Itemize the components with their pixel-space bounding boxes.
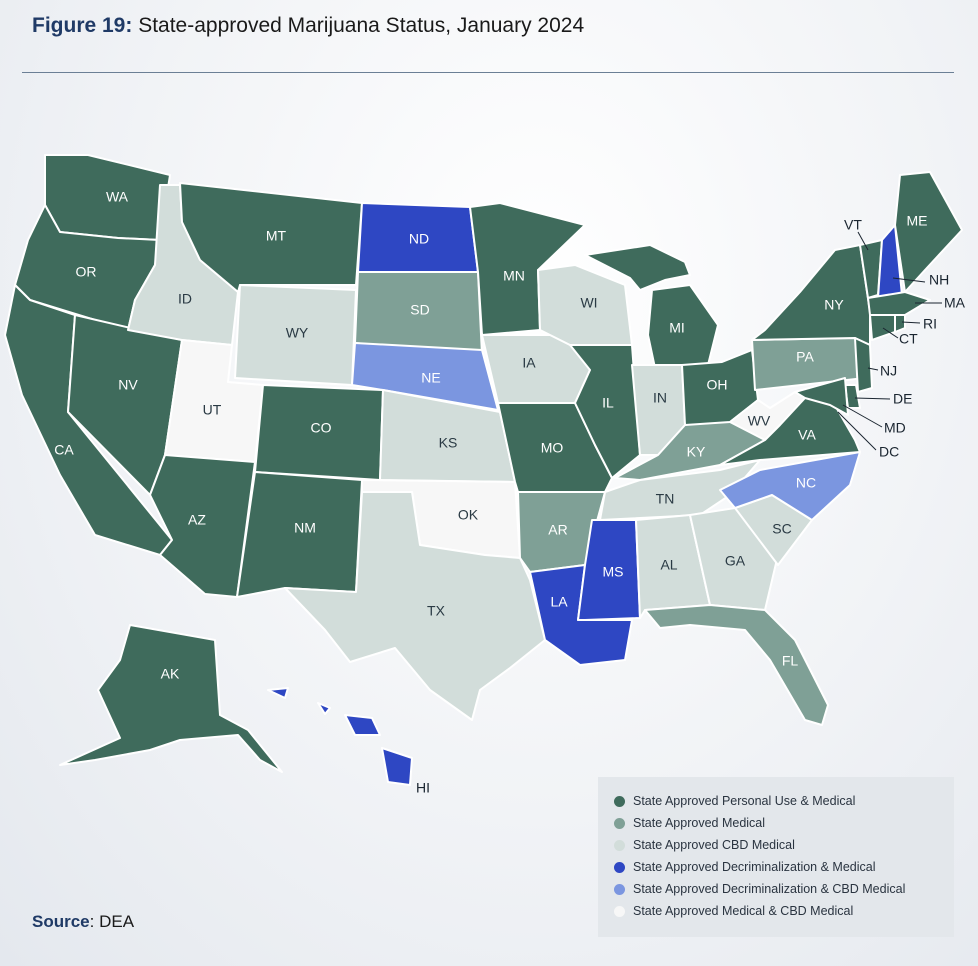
label-OH: OH [707,377,728,393]
label-ME: ME [907,213,928,229]
label-NC: NC [796,475,816,491]
source-label: Source [32,912,90,931]
source-value: : DEA [89,912,135,931]
label-WA: WA [106,189,129,205]
label-MD: MD [884,420,906,436]
leader-DE [854,397,891,400]
label-HI: HI [416,780,430,796]
label-DC: DC [879,444,899,460]
label-ID: ID [178,291,192,307]
legend-swatch [614,905,625,917]
label-DE: DE [893,391,912,407]
label-OR: OR [76,264,97,280]
state-IL [569,344,641,479]
legend-swatch [614,795,625,807]
legend-swatch [614,817,625,829]
legend-label: State Approved CBD Medical [633,838,795,852]
label-AL: AL [660,557,677,573]
label-IA: IA [522,355,536,371]
label-NE: NE [421,370,440,386]
legend-label: State Approved Medical & CBD Medical [633,904,854,918]
title-divider [22,72,954,73]
label-TX: TX [427,603,446,619]
label-NJ: NJ [880,363,897,379]
label-MT: MT [266,228,287,244]
label-LA: LA [550,594,568,610]
legend-item-personal-use-medical: State Approved Personal Use & Medical [614,794,855,808]
state-HI [267,687,413,786]
state-FL [644,604,829,726]
label-ND: ND [409,231,429,247]
legend-label: State Approved Medical [633,816,766,830]
label-CO: CO [311,420,332,436]
label-UT: UT [203,402,222,418]
label-MI: MI [669,320,685,336]
legend-swatch [614,883,625,895]
label-TN: TN [656,491,675,507]
legend-swatch [614,861,625,873]
legend-swatch [614,839,625,851]
state-TX [284,491,546,721]
label-AK: AK [161,666,180,682]
label-SC: SC [772,521,791,537]
label-KS: KS [439,435,458,451]
state-MD [794,377,849,416]
legend-item-medical: State Approved Medical [614,816,765,830]
label-AZ: AZ [188,512,206,528]
label-AR: AR [548,522,567,538]
legend: State Approved Personal Use & Medical St… [598,777,954,937]
leader-VT [857,231,869,251]
legend-item-decrim-cbd-medical: State Approved Decriminalization & CBD M… [614,882,905,896]
label-WI: WI [580,295,597,311]
legend-item-medical-cbd-medical: State Approved Medical & CBD Medical [614,904,853,918]
figure-label: Figure 19: [32,14,133,37]
state-CT [869,314,896,341]
source-note: Source: DEA [32,912,134,932]
label-PA: PA [796,349,814,365]
label-GA: GA [725,553,746,569]
legend-label: State Approved Personal Use & Medical [633,794,856,808]
label-NV: NV [118,377,138,393]
label-MS: MS [603,564,624,580]
label-VA: VA [798,427,816,443]
label-WV: WV [748,413,771,429]
state-NC [719,451,861,521]
label-CT: CT [899,331,918,347]
state-NY [751,244,871,346]
label-WY: WY [286,325,309,341]
label-NY: NY [824,297,844,313]
label-OK: OK [458,507,479,523]
figure-title: Figure 19: State-approved Marijuana Stat… [32,14,584,38]
state-RI [894,314,906,333]
label-CA: CA [54,442,74,458]
label-MN: MN [503,268,525,284]
figure-title-text: State-approved Marijuana Status, January… [138,14,585,37]
label-IL: IL [602,395,614,411]
leader-RI [901,321,921,324]
label-KY: KY [687,444,706,460]
label-NM: NM [294,520,316,536]
leader-CT [882,327,899,339]
label-NH: NH [929,272,949,288]
leader-NJ [867,367,879,371]
state-MA [867,291,931,316]
label-FL: FL [782,653,799,669]
legend-item-decrim-medical: State Approved Decriminalization & Medic… [614,860,875,874]
legend-label: State Approved Decriminalization & Medic… [633,860,876,874]
label-SD: SD [410,302,429,318]
leader-NH [892,277,926,283]
state-NJ [854,337,873,393]
label-IN: IN [653,390,667,406]
leader-DC [837,411,877,451]
label-MA: MA [944,295,966,311]
legend-label: State Approved Decriminalization & CBD M… [633,882,906,896]
label-RI: RI [923,316,937,332]
label-VT: VT [844,217,862,233]
state-AZ [149,454,256,598]
legend-item-cbd-medical: State Approved CBD Medical [614,838,795,852]
label-MO: MO [541,440,564,456]
leader-MD [842,404,883,428]
state-AK [59,624,283,773]
